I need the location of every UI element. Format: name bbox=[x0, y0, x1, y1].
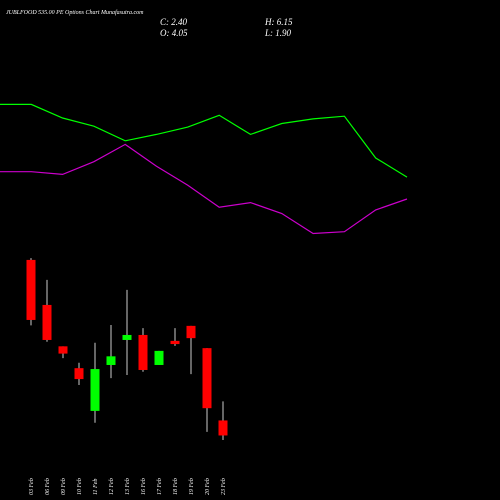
chart-title: JUBLFOOD 535.00 PE Options Chart Munafas… bbox=[6, 9, 144, 16]
candle-body bbox=[90, 369, 100, 411]
candle-body bbox=[26, 259, 36, 320]
high-label: H: 6.15 bbox=[264, 17, 293, 27]
candle-body bbox=[74, 368, 84, 380]
x-tick-label: 19 Feb bbox=[189, 478, 195, 495]
x-tick-label: 12 Feb bbox=[109, 478, 115, 495]
candle-body bbox=[138, 334, 148, 370]
x-tick-label: 23 Feb bbox=[221, 478, 227, 495]
candle-body bbox=[42, 304, 52, 340]
candle-body bbox=[106, 356, 116, 365]
x-tick-label: 16 Feb bbox=[141, 478, 147, 495]
x-tick-label: 10 Feb bbox=[77, 478, 83, 495]
x-tick-label: 06 Feb bbox=[45, 478, 51, 495]
x-tick-label: 20 Feb bbox=[205, 478, 211, 495]
close-label: C: 2.40 bbox=[160, 17, 188, 27]
candle-body bbox=[170, 340, 180, 345]
open-label: O: 4.05 bbox=[160, 28, 188, 38]
candle-body bbox=[122, 334, 132, 340]
x-tick-label: 17 Feb bbox=[157, 478, 163, 495]
low-label: L: 1.90 bbox=[264, 28, 292, 38]
candle-body bbox=[186, 325, 196, 339]
x-tick-label: 18 Feb bbox=[173, 478, 179, 495]
candle-body bbox=[202, 348, 212, 409]
candle-body bbox=[58, 346, 68, 354]
candle-body bbox=[154, 350, 164, 365]
x-tick-label: 03 Feb bbox=[29, 478, 35, 495]
candle-body bbox=[218, 420, 228, 436]
x-tick-label: 09 Feb bbox=[61, 478, 67, 495]
indicator-line bbox=[0, 103, 408, 178]
x-tick-label: 11 Feb bbox=[93, 479, 99, 495]
x-tick-label: 13 Feb bbox=[125, 478, 131, 495]
indicator-line bbox=[0, 143, 408, 235]
